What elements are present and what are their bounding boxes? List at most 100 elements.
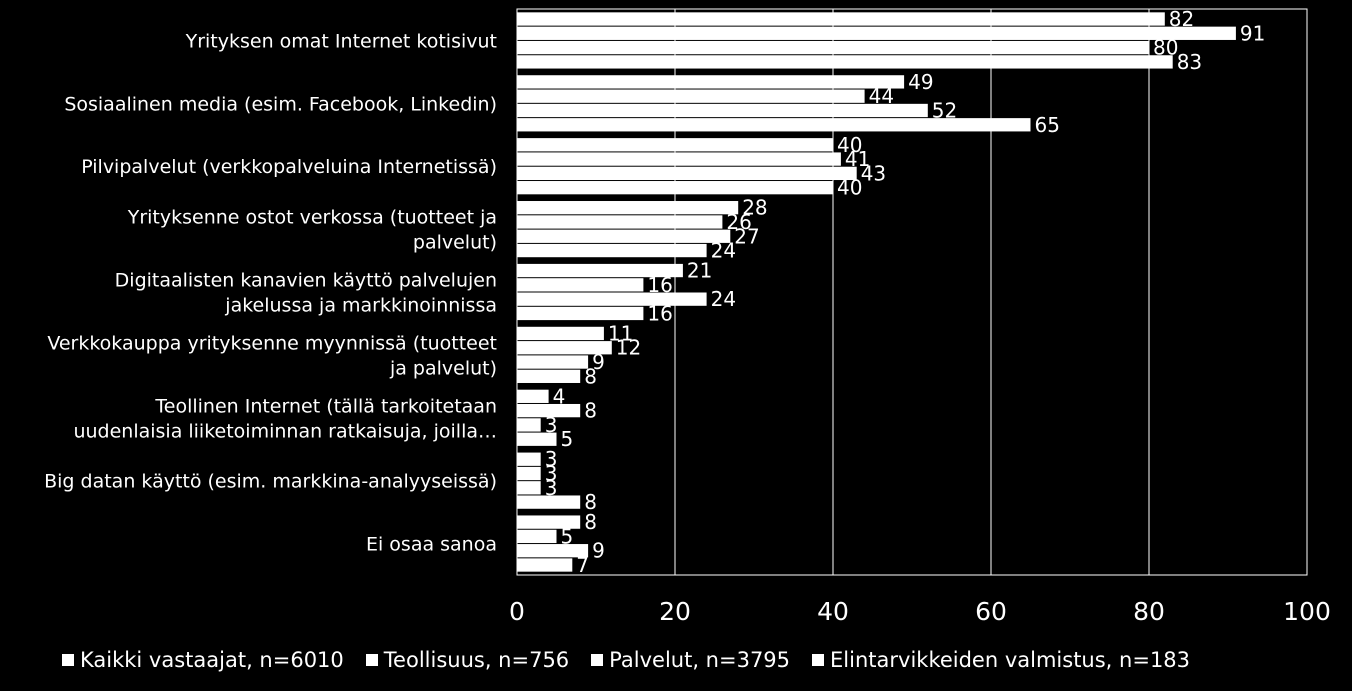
- data-label: 7: [576, 553, 589, 577]
- legend-item: Teollisuus, n=756: [365, 648, 570, 672]
- legend-item: Kaikki vastaajat, n=6010: [62, 648, 344, 672]
- data-label: 8: [584, 510, 597, 534]
- bar: [517, 75, 905, 89]
- legend-swatch: [812, 654, 825, 666]
- bar-chart: 0 20 40 60 80 100 Yrityksen omat Internet koti…: [44, 7, 1331, 626]
- bar: [517, 341, 612, 355]
- category-label: Teollinen Internet (tällä tarkoitetaan: [154, 395, 497, 417]
- x-tick-label: 0: [509, 597, 525, 626]
- category-label: Digitaalisten kanavien käyttö palvelujen: [115, 270, 497, 292]
- category-label: Pilvipalvelut (verkkopalveluina Internet…: [81, 156, 497, 178]
- bar: [517, 103, 928, 118]
- data-label: 3: [545, 462, 558, 486]
- category-label: Yrityksen omat Internet kotisivut: [185, 30, 497, 52]
- bar: [517, 403, 581, 418]
- bar: [517, 89, 865, 103]
- category-label: Verkkokauppa yrityksenne myynnissä (tuot…: [47, 332, 497, 354]
- category-label: Yrityksenne ostot verkossa (tuotteet ja: [127, 207, 497, 229]
- category-label: uudenlaisia liiketoiminnan ratkaisuja, j…: [73, 420, 497, 442]
- legend-item: Palvelut, n=3795: [591, 648, 790, 672]
- data-label: 27: [734, 224, 759, 248]
- bar: [517, 558, 573, 572]
- legend-label: Teollisuus, n=756: [383, 648, 570, 672]
- data-label: 9: [592, 350, 605, 374]
- bar: [517, 40, 1149, 55]
- data-label: 3: [545, 447, 558, 471]
- legend-swatch: [591, 654, 604, 666]
- category-label: Sosiaalinen media (esim. Facebook, Linke…: [64, 93, 497, 115]
- bar: [517, 152, 841, 166]
- bar: [517, 166, 857, 181]
- bar: [517, 389, 549, 403]
- data-label: 8: [584, 490, 597, 514]
- category-label: ja palvelut): [389, 357, 497, 379]
- data-label: 24: [711, 287, 736, 311]
- bar: [517, 243, 707, 258]
- x-tick-label: 100: [1283, 597, 1331, 626]
- category-label: Big datan käyttö (esim. markkina-analyys…: [44, 471, 497, 493]
- legend-item: Elintarvikkeiden valmistus, n=183: [812, 648, 1190, 672]
- bar: [517, 138, 833, 152]
- bar: [517, 278, 644, 292]
- data-label: 5: [561, 427, 574, 451]
- legend-swatch: [365, 654, 378, 666]
- data-label: 21: [687, 259, 712, 283]
- bar: [517, 26, 1236, 40]
- data-label: 40: [837, 176, 862, 200]
- data-label: 83: [1177, 50, 1202, 74]
- bar: [517, 495, 581, 509]
- x-tick-label: 40: [817, 597, 849, 626]
- bar: [517, 118, 1031, 132]
- legend-label: Kaikki vastaajat, n=6010: [80, 648, 344, 672]
- data-label: 11: [608, 321, 633, 345]
- bar: [517, 515, 581, 529]
- data-label: 8: [584, 364, 597, 388]
- bar: [517, 466, 541, 481]
- bar: [517, 306, 644, 321]
- bar: [517, 12, 1165, 26]
- bar: [517, 544, 589, 558]
- data-label: 91: [1240, 21, 1265, 45]
- bar: [517, 201, 739, 215]
- bar: [517, 55, 1173, 69]
- bar: [517, 452, 541, 466]
- bar: [517, 432, 557, 446]
- data-label: 4: [553, 384, 566, 408]
- x-tick-label: 20: [659, 597, 691, 626]
- category-label: Ei osaa sanoa: [366, 534, 497, 556]
- data-label: 8: [584, 399, 597, 423]
- data-label: 12: [616, 336, 641, 360]
- data-label: 43: [861, 161, 886, 185]
- bar: [517, 326, 604, 341]
- data-label: 24: [711, 239, 736, 263]
- bar: [517, 181, 833, 195]
- data-label: 26: [726, 210, 751, 234]
- bar: [517, 418, 541, 432]
- data-label: 3: [545, 413, 558, 437]
- category-label: palvelut): [413, 232, 497, 254]
- data-label: 16: [647, 301, 672, 325]
- bar: [517, 481, 541, 495]
- category-label: jakelussa ja markkinoinnissa: [224, 295, 497, 317]
- data-label: 49: [908, 70, 933, 94]
- bar: [517, 369, 581, 383]
- x-tick-label: 80: [1133, 597, 1165, 626]
- legend: Kaikki vastaajat, n=6010 Teollisuus, n=75…: [62, 648, 1212, 672]
- bar: [517, 229, 731, 243]
- bar: [517, 215, 723, 229]
- data-label: 65: [1035, 113, 1060, 137]
- data-label: 28: [742, 196, 767, 220]
- bar: [517, 355, 589, 369]
- x-tick-label: 60: [975, 597, 1007, 626]
- data-label: 40: [837, 133, 862, 157]
- data-label: 3: [545, 476, 558, 500]
- data-label: 5: [561, 524, 574, 548]
- legend-label: Palvelut, n=3795: [609, 648, 791, 672]
- data-label: 9: [592, 539, 605, 563]
- bar: [517, 529, 557, 544]
- bar: [517, 263, 683, 278]
- legend-label: Elintarvikkeiden valmistus, n=183: [830, 648, 1191, 672]
- plot-area: [516, 8, 1308, 576]
- bar: [517, 292, 707, 306]
- legend-swatch: [62, 654, 74, 666]
